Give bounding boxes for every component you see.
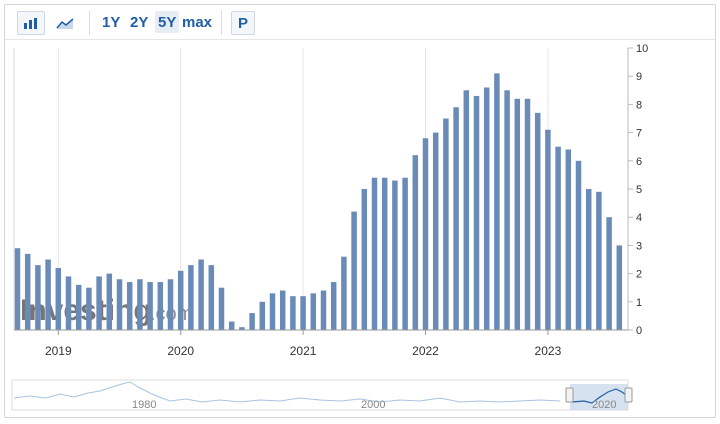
range-5y-button[interactable]: 5Y <box>155 11 180 33</box>
bar-55[interactable] <box>575 160 582 330</box>
bar-34[interactable] <box>361 189 368 330</box>
bar-13[interactable] <box>147 282 153 330</box>
bar-3[interactable] <box>45 259 51 331</box>
bar-38[interactable] <box>402 177 408 330</box>
bar-21[interactable] <box>228 321 235 330</box>
navigator-selection-line <box>571 388 627 404</box>
bar-0[interactable] <box>14 248 21 330</box>
x-tick-label-2020: 2020 <box>167 344 194 358</box>
toolbar-separator <box>89 11 90 35</box>
bar-43[interactable] <box>453 107 459 330</box>
bar-15[interactable] <box>167 279 174 330</box>
navigator-label-2020: 2020 <box>592 399 616 411</box>
y-tick-label-9: 9 <box>636 71 642 83</box>
y-tick-label-0: 0 <box>636 325 642 337</box>
y-tick-label-4: 4 <box>636 212 642 224</box>
bar-29[interactable] <box>310 293 317 330</box>
bar-56[interactable] <box>585 189 592 330</box>
y-tick-label-6: 6 <box>636 156 642 168</box>
bar-36[interactable] <box>381 177 388 330</box>
bar-10[interactable] <box>116 279 123 330</box>
bar-53[interactable] <box>555 146 561 330</box>
bar-4[interactable] <box>55 267 62 330</box>
x-tick-label-2019: 2019 <box>45 344 72 358</box>
y-tick-label-3: 3 <box>636 240 642 252</box>
bar-20[interactable] <box>218 287 225 330</box>
bar-47[interactable] <box>494 73 500 330</box>
bar-40[interactable] <box>422 138 429 330</box>
bar-23[interactable] <box>249 313 255 330</box>
y-tick-label-10: 10 <box>636 43 648 55</box>
bar-1[interactable] <box>24 253 31 330</box>
bar-32[interactable] <box>341 256 347 330</box>
bar-59[interactable] <box>616 245 623 330</box>
bar-57[interactable] <box>596 191 602 330</box>
navigator-handle-left[interactable] <box>565 387 574 403</box>
bar-51[interactable] <box>534 112 541 330</box>
range-max-button[interactable]: max <box>182 13 213 31</box>
bar-6[interactable] <box>75 284 82 330</box>
bar-28[interactable] <box>300 296 306 330</box>
bar-17[interactable] <box>188 265 194 330</box>
x-tick-label-2021: 2021 <box>290 344 317 358</box>
toolbar-separator <box>221 11 222 35</box>
y-tick-label-1: 1 <box>636 297 642 309</box>
bar-5[interactable] <box>65 276 72 330</box>
y-axis: 0 1 2 3 4 5 6 7 8 9 10 <box>627 43 648 337</box>
y-tick-label-2: 2 <box>636 269 642 281</box>
bar-31[interactable] <box>330 282 337 330</box>
bar-54[interactable] <box>565 149 572 330</box>
bar-33[interactable] <box>351 211 357 330</box>
area-chart-icon[interactable] <box>51 11 79 35</box>
bar-14[interactable] <box>157 282 164 330</box>
bar-25[interactable] <box>269 293 276 330</box>
navigator-series-line <box>13 381 561 403</box>
navigator-label-1980: 1980 <box>132 399 156 411</box>
navigator[interactable]: 1980 2000 2020 <box>11 379 633 411</box>
bar-41[interactable] <box>432 132 439 330</box>
bar-22[interactable] <box>239 327 245 330</box>
range-2y-button[interactable]: 2Y <box>130 13 149 31</box>
bar-24[interactable] <box>259 301 266 330</box>
bar-50[interactable] <box>524 98 531 330</box>
navigator-handle-right[interactable] <box>624 387 633 403</box>
bar-2[interactable] <box>35 265 41 330</box>
bar-39[interactable] <box>412 155 419 330</box>
bars <box>14 73 623 331</box>
range-1y-button[interactable]: 1Y <box>102 13 121 31</box>
y-tick-label-7: 7 <box>636 128 642 140</box>
bar-37[interactable] <box>392 180 398 330</box>
bar-45[interactable] <box>473 95 480 330</box>
bar-16[interactable] <box>177 270 184 330</box>
navigator-label-2000: 2000 <box>361 399 385 411</box>
x-axis: 2019 2020 2021 2022 2023 <box>14 329 628 358</box>
y-tick-label-8: 8 <box>636 99 642 111</box>
p-button[interactable]: P <box>231 11 255 35</box>
bar-9[interactable] <box>106 273 113 330</box>
bar-49[interactable] <box>514 98 521 330</box>
bar-30[interactable] <box>320 290 327 330</box>
y-tick-label-5: 5 <box>636 184 642 196</box>
navigator-track <box>11 379 629 411</box>
bar-27[interactable] <box>290 296 296 330</box>
bar-44[interactable] <box>463 90 470 330</box>
bar-chart-icon[interactable] <box>17 11 45 35</box>
bar-42[interactable] <box>443 118 449 331</box>
bar-19[interactable] <box>208 265 215 330</box>
bar-35[interactable] <box>371 177 378 330</box>
chart-toolbar: 1Y 2Y 5Y max P <box>5 5 715 40</box>
bar-26[interactable] <box>279 290 286 330</box>
bar-18[interactable] <box>198 259 204 331</box>
x-tick-label-2022: 2022 <box>412 344 439 358</box>
bar-8[interactable] <box>96 276 102 330</box>
bar-46[interactable] <box>483 87 490 330</box>
bar-7[interactable] <box>86 287 92 330</box>
bar-12[interactable] <box>137 279 143 330</box>
bar-48[interactable] <box>504 90 510 330</box>
x-tick-label-2023: 2023 <box>535 344 562 358</box>
bar-52[interactable] <box>545 129 551 330</box>
bar-11[interactable] <box>126 282 133 330</box>
bar-58[interactable] <box>606 217 612 330</box>
